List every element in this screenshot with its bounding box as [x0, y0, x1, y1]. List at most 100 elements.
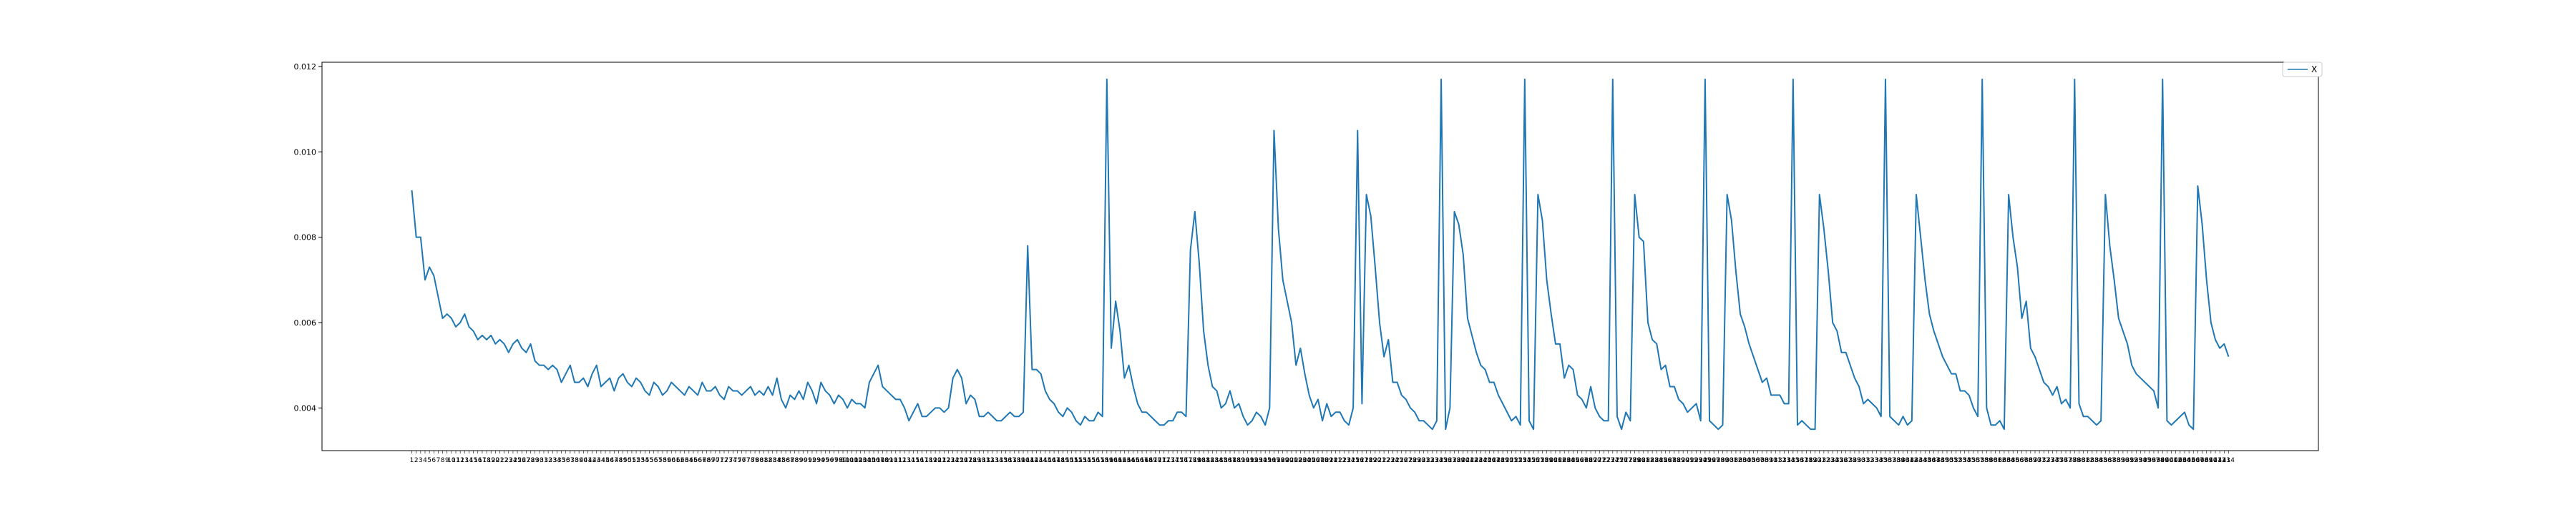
x-tick-label: 138: [1008, 457, 1020, 464]
x-tick-label: 268: [1580, 457, 1592, 464]
x-tick-label: 336: [1879, 457, 1891, 464]
x-tick-label: 351: [1946, 457, 1958, 464]
x-tick-label: 402: [2170, 457, 2182, 464]
x-tick-label: 400: [2161, 457, 2173, 464]
x-tick-label: 76: [738, 457, 746, 464]
x-tick-label: 235: [1435, 457, 1447, 464]
x-tick-label: 284: [1651, 457, 1663, 464]
x-tick-label: 331: [1858, 457, 1870, 464]
x-tick-label: 296: [1703, 457, 1715, 464]
x-tick-label: 120: [930, 457, 942, 464]
x-tick-label: 106: [867, 457, 879, 464]
x-tick-label: 164: [1123, 457, 1135, 464]
x-tick-label: 208: [1316, 457, 1328, 464]
x-tick-label: 141: [1022, 457, 1034, 464]
x-tick-label: 348: [1932, 457, 1944, 464]
x-tick-label: 359: [1981, 457, 1993, 464]
x-tick-label: 65: [689, 457, 697, 464]
x-tick-label: 68: [703, 457, 711, 464]
x-tick-label: 213: [1338, 457, 1350, 464]
x-tick-label: 301: [1725, 457, 1737, 464]
x-tick-label: 143: [1030, 457, 1043, 464]
x-tick-label: 289: [1672, 457, 1684, 464]
x-tick-label: 162: [1114, 457, 1126, 464]
x-tick-label: 411: [2209, 457, 2221, 464]
x-tick-label: 306: [1747, 457, 1760, 464]
x-tick-label: 158: [1096, 457, 1108, 464]
x-tick-label: 356: [1967, 457, 1979, 464]
x-tick-label: 398: [2152, 457, 2164, 464]
x-tick-label: 8: [441, 457, 445, 464]
x-tick-label: 38: [570, 457, 579, 464]
x-tick-label: 266: [1571, 457, 1584, 464]
x-tick-label: 252: [1510, 457, 1522, 464]
x-tick-label: 21: [496, 457, 504, 464]
x-tick-label: 373: [2042, 457, 2054, 464]
x-tick-label: 333: [1866, 457, 1878, 464]
x-tick-label: 66: [693, 457, 702, 464]
x-tick-label: 267: [1576, 457, 1588, 464]
x-tick-label: 344: [1915, 457, 1927, 464]
x-tick-label: 401: [2165, 457, 2177, 464]
legend[interactable]: X: [2282, 62, 2323, 77]
x-tick-label: 55: [645, 457, 653, 464]
x-tick-label: 295: [1699, 457, 1711, 464]
x-tick-label: 214: [1342, 457, 1355, 464]
x-tick-label: 81: [760, 457, 768, 464]
x-tick-label: 343: [1910, 457, 1922, 464]
x-tick-label: 304: [1739, 457, 1751, 464]
x-tick-label: 130: [973, 457, 985, 464]
x-tick-label: 317: [1796, 457, 1808, 464]
x-tick-label: 19: [487, 457, 495, 464]
x-tick-label: 364: [2002, 457, 2014, 464]
x-tick-label: 383: [2086, 457, 2098, 464]
x-tick-label: 248: [1492, 457, 1504, 464]
x-tick-label: 80: [755, 457, 763, 464]
x-tick-label: 151: [1065, 457, 1078, 464]
x-tick-label: 381: [2077, 457, 2089, 464]
x-tick-label: 42: [588, 457, 596, 464]
x-tick-label: 28: [527, 457, 535, 464]
x-tick-label: 27: [522, 457, 530, 464]
x-tick-label: 1: [410, 457, 414, 464]
x-tick-label: 365: [2007, 457, 2019, 464]
x-tick-label: 358: [1976, 457, 1989, 464]
x-tick-label: 190: [1237, 457, 1249, 464]
x-tick-label: 71: [716, 457, 723, 464]
x-tick-label: 236: [1440, 457, 1452, 464]
x-tick-label: 241: [1461, 457, 1473, 464]
x-tick-label: 291: [1682, 457, 1694, 464]
x-tick-label: 221: [1373, 457, 1385, 464]
x-tick-label: 87: [786, 457, 794, 464]
x-tick-label: 238: [1448, 457, 1460, 464]
x-tick-label: 173: [1162, 457, 1174, 464]
x-tick-label: 230: [1413, 457, 1425, 464]
x-tick-label: 172: [1158, 457, 1170, 464]
x-tick-label: 412: [2214, 457, 2226, 464]
x-tick-label: 108: [877, 457, 889, 464]
x-tick-label: 95: [821, 457, 829, 464]
x-tick-label: 220: [1369, 457, 1381, 464]
x-tick-label: 116: [912, 457, 924, 464]
x-tick-label: 144: [1035, 457, 1047, 464]
x-tick-label: 193: [1250, 457, 1262, 464]
x-tick-label: 231: [1418, 457, 1430, 464]
x-tick-label: 242: [1465, 457, 1478, 464]
x-tick-label: 361: [1989, 457, 2001, 464]
x-tick-label: 149: [1057, 457, 1069, 464]
x-tick-label: 48: [615, 457, 623, 464]
x-tick-label: 391: [2121, 457, 2133, 464]
x-tick-label: 367: [2016, 457, 2028, 464]
x-tick-label: 32: [544, 457, 552, 464]
x-tick-label: 171: [1153, 457, 1166, 464]
x-tick-label: 73: [724, 457, 732, 464]
x-tick-label: 318: [1800, 457, 1813, 464]
x-tick-label: 90: [799, 457, 808, 464]
x-tick-label: 378: [2064, 457, 2077, 464]
x-tick-label: 45: [601, 457, 609, 464]
x-tick-label: 313: [1778, 457, 1790, 464]
x-tick-label: 15: [469, 457, 477, 464]
x-tick-label: 316: [1791, 457, 1803, 464]
x-tick-label: 393: [2130, 457, 2142, 464]
x-tick-label: 408: [2196, 457, 2208, 464]
